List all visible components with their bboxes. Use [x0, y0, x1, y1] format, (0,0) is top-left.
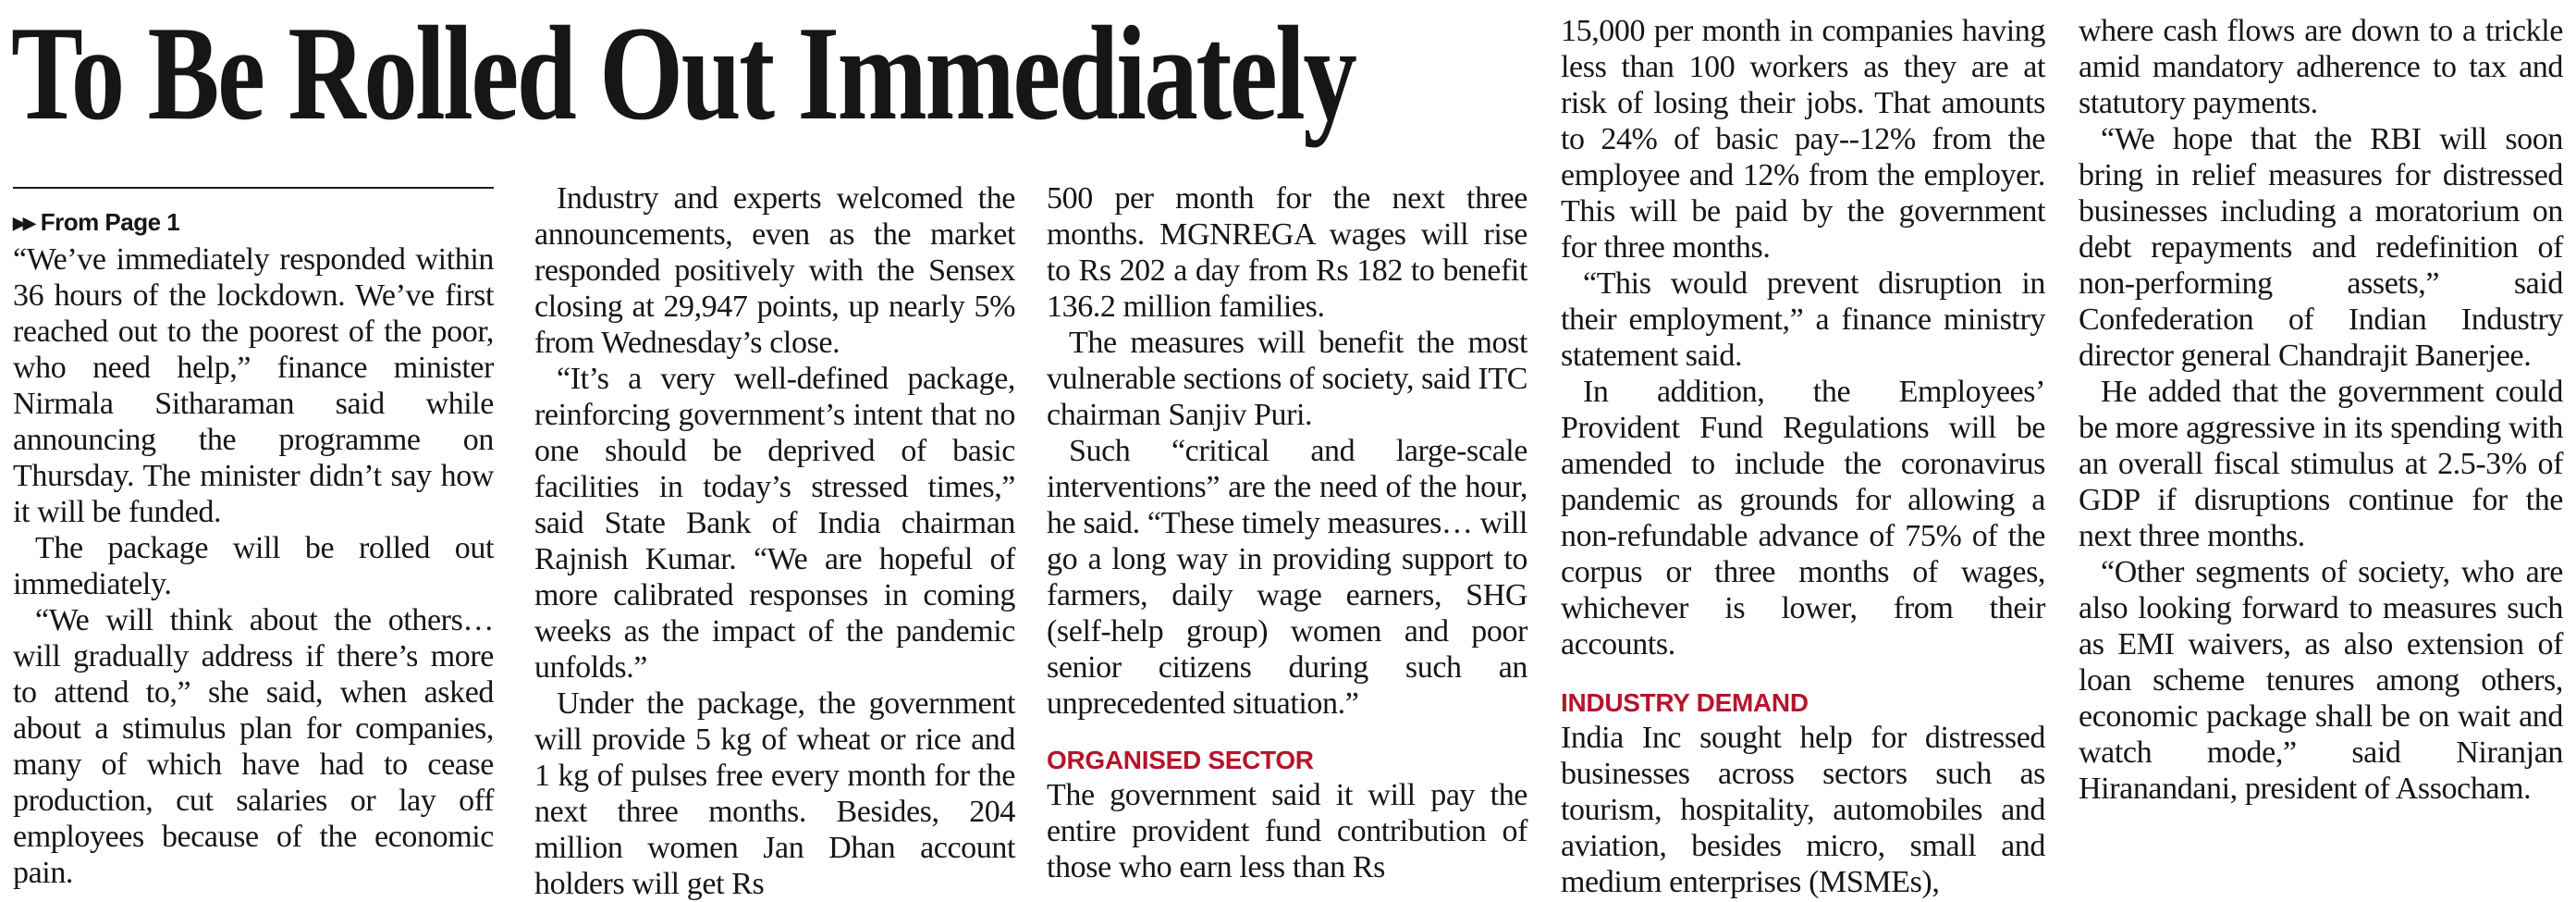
- kicker-label: From Page 1: [40, 208, 180, 236]
- column-rule: [13, 187, 494, 189]
- paragraph: He added that the government could be mo…: [2079, 375, 2563, 553]
- paragraph: Under the package, the government will p…: [534, 686, 1015, 901]
- continuation-kicker: ▶▶ From Page 1: [13, 205, 494, 240]
- paragraph: “Other segments of society, who are also…: [2079, 555, 2563, 806]
- paragraph: The measures will benefit the most vulne…: [1047, 326, 1527, 432]
- paragraph: The government said it will pay the enti…: [1047, 778, 1527, 884]
- paragraph: 500 per month for the next three months.…: [1047, 181, 1527, 324]
- article-column-5: where cash flows are down to a trickle a…: [2079, 13, 2563, 807]
- paragraph: Such “critical and large-scale intervent…: [1047, 434, 1527, 721]
- paragraph: India Inc sought help for distressed bus…: [1561, 721, 2045, 899]
- subheading: ORGANISED SECTOR: [1047, 746, 1314, 774]
- article-column-1: ▶▶ From Page 1 “We’ve immediately respond…: [13, 205, 494, 891]
- paragraph: “We will think about the others… will gr…: [13, 603, 494, 890]
- paragraph: The package will be rolled out immediate…: [13, 531, 494, 601]
- paragraph: 15,000 per month in companies having les…: [1561, 14, 2045, 265]
- paragraph: “We’ve immediately responded within 36 h…: [13, 242, 494, 529]
- paragraph: Industry and experts welcomed the announ…: [534, 181, 1015, 360]
- double-arrow-icon: ▶▶: [13, 214, 36, 232]
- paragraph: In addition, the Employees’ Provident Fu…: [1561, 375, 2045, 661]
- article-column-3: 500 per month for the next three months.…: [1047, 180, 1527, 885]
- headline: To Be Rolled Out Immediately: [11, 0, 1357, 148]
- paragraph: “It’s a very well-defined package, reinf…: [534, 362, 1015, 685]
- paragraph: “We hope that the RBI will soon bring in…: [2079, 122, 2563, 373]
- article-column-2: Industry and experts welcomed the announ…: [534, 180, 1015, 902]
- paragraph: “This would prevent disruption in their …: [1561, 266, 2045, 373]
- subheading: INDUSTRY DEMAND: [1561, 688, 1809, 717]
- paragraph: where cash flows are down to a trickle a…: [2079, 14, 2563, 120]
- article-column-4: 15,000 per month in companies having les…: [1561, 13, 2045, 900]
